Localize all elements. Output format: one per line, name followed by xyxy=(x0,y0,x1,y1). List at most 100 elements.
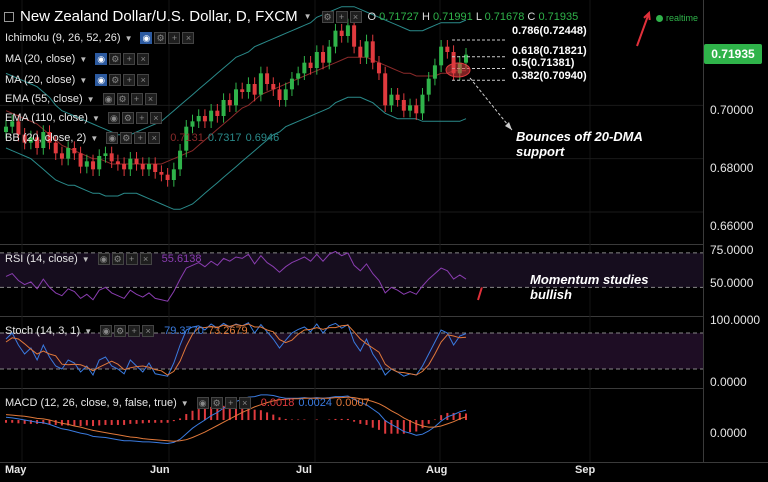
candle-body xyxy=(246,84,251,92)
chevron-down-icon[interactable]: ▼ xyxy=(303,12,312,21)
ohlc-high-value: 0.71991 xyxy=(432,10,473,23)
rsi-line xyxy=(5,250,467,302)
visibility-icon[interactable]: ◉ xyxy=(102,93,115,105)
fib-label-0382: 0.382(0.70940) xyxy=(512,70,587,82)
add-icon[interactable]: + xyxy=(130,93,143,105)
bb-upper-value: 0.7317 xyxy=(207,132,242,144)
indicator-ema-55[interactable]: EMA (55, close) ▼ ◉ ⚙ + × xyxy=(5,92,157,106)
candle-body xyxy=(122,164,127,170)
visibility-icon[interactable]: ◉ xyxy=(95,53,108,65)
add-icon[interactable]: + xyxy=(123,74,136,86)
visibility-icon[interactable]: ◉ xyxy=(107,112,120,124)
settings-icon[interactable]: ⚙ xyxy=(111,253,124,265)
bounce-annotation: Bounces off 20-DMA support xyxy=(516,129,643,159)
stoch-tick: 0.0000 xyxy=(710,375,747,389)
add-icon[interactable]: + xyxy=(224,397,237,409)
chevron-down-icon[interactable]: ▼ xyxy=(86,94,95,104)
settings-icon[interactable]: ⚙ xyxy=(109,53,122,65)
price-tick: 0.70000 xyxy=(710,103,754,117)
settings-icon[interactable]: ⚙ xyxy=(116,93,129,105)
candle-body xyxy=(383,73,388,106)
indicator-rsi[interactable]: RSI (14, close) ▼ ◉ ⚙ + × 55.6138 xyxy=(5,252,201,266)
indicator-bb[interactable]: BB (20, close, 2) ▼ ◉ ⚙ + × 0.7131 0.7317 0… xyxy=(5,131,279,145)
visibility-icon[interactable]: ◉ xyxy=(95,74,108,86)
add-icon[interactable]: + xyxy=(335,10,348,23)
candle-body xyxy=(283,89,288,100)
close-icon[interactable]: × xyxy=(349,10,362,23)
candle-body xyxy=(53,142,58,154)
indicator-ema-110[interactable]: EMA (110, close) ▼ ◉ ⚙ + × xyxy=(5,111,162,125)
macd-hist-value: 0.0018 xyxy=(260,397,295,409)
candle-body xyxy=(134,158,139,164)
settings-icon[interactable]: ⚙ xyxy=(120,132,133,144)
trend-arrow-head xyxy=(643,10,651,21)
indicator-ma-2[interactable]: MA (20, close) ▼ ◉ ⚙ + × xyxy=(5,73,150,87)
settings-icon[interactable]: ⚙ xyxy=(154,32,167,44)
close-icon[interactable]: × xyxy=(238,397,251,409)
close-icon[interactable]: × xyxy=(139,253,152,265)
candle-body xyxy=(153,164,158,172)
rsi-tick: 75.0000 xyxy=(710,243,754,257)
candle-body xyxy=(389,94,394,106)
rsi-tick: 50.0000 xyxy=(710,276,754,290)
chevron-down-icon[interactable]: ▼ xyxy=(91,113,100,123)
panel-separator xyxy=(0,462,768,463)
chevron-down-icon[interactable]: ▼ xyxy=(81,254,90,264)
indicator-ma-1[interactable]: MA (20, close) ▼ ◉ ⚙ + × xyxy=(5,52,150,66)
macd-line-value: 0.0024 xyxy=(298,397,333,409)
candle-body xyxy=(140,164,145,170)
settings-icon[interactable]: ⚙ xyxy=(114,325,127,337)
indicator-ichimoku[interactable]: Ichimoku (9, 26, 52, 26) ▼ ◉ ⚙ + × xyxy=(5,31,195,45)
candle-body xyxy=(464,54,468,63)
candle-body xyxy=(327,46,332,63)
close-icon[interactable]: × xyxy=(148,132,161,144)
candle-body xyxy=(314,52,319,68)
add-icon[interactable]: + xyxy=(134,132,147,144)
panel-separator xyxy=(0,316,703,317)
chevron-down-icon[interactable]: ▼ xyxy=(124,33,133,43)
bounce-highlight xyxy=(445,62,471,78)
chevron-down-icon[interactable]: ▼ xyxy=(180,398,189,408)
chevron-down-icon[interactable]: ▼ xyxy=(90,133,99,143)
add-icon[interactable]: + xyxy=(135,112,148,124)
add-icon[interactable]: + xyxy=(125,253,138,265)
chevron-down-icon[interactable]: ▼ xyxy=(79,54,88,64)
visibility-icon[interactable]: ◉ xyxy=(140,32,153,44)
indicator-macd[interactable]: MACD (12, 26, close, 9, false, true) ▼ ◉… xyxy=(5,396,370,410)
macd-signal-line xyxy=(5,396,467,442)
price-tick: 0.68000 xyxy=(710,161,754,175)
candle-body xyxy=(414,105,419,114)
settings-icon[interactable]: ⚙ xyxy=(109,74,122,86)
close-icon[interactable]: × xyxy=(142,325,155,337)
settings-icon[interactable]: ⚙ xyxy=(210,397,223,409)
candle-body xyxy=(47,132,52,143)
close-icon[interactable]: × xyxy=(144,93,157,105)
chevron-down-icon[interactable]: ▼ xyxy=(79,75,88,85)
chevron-down-icon[interactable]: ▼ xyxy=(84,326,93,336)
candle-body xyxy=(190,121,195,127)
indicator-stoch[interactable]: Stoch (14, 3, 1) ▼ ◉ ⚙ + × 79.3770 73.2679 xyxy=(5,324,248,338)
visibility-icon[interactable]: ◉ xyxy=(97,253,110,265)
candle-body xyxy=(426,78,431,95)
candle-body xyxy=(227,100,232,106)
candle-body xyxy=(4,126,8,132)
visibility-icon[interactable]: ◉ xyxy=(196,397,209,409)
close-icon[interactable]: × xyxy=(182,32,195,44)
add-icon[interactable]: + xyxy=(168,32,181,44)
visibility-icon[interactable]: ◉ xyxy=(100,325,113,337)
visibility-icon[interactable]: ◉ xyxy=(106,132,119,144)
symbol-title[interactable]: New Zealand Dollar/U.S. Dollar, D, FXCM xyxy=(20,8,298,25)
candle-body xyxy=(451,52,456,74)
candle-body xyxy=(209,110,214,122)
close-icon[interactable]: × xyxy=(149,112,162,124)
settings-icon[interactable]: ⚙ xyxy=(121,112,134,124)
collapse-icon[interactable] xyxy=(4,11,14,22)
settings-icon[interactable]: ⚙ xyxy=(321,10,334,23)
close-icon[interactable]: × xyxy=(137,74,150,86)
annotation-pointer xyxy=(469,77,513,131)
add-icon[interactable]: + xyxy=(123,53,136,65)
close-icon[interactable]: × xyxy=(137,53,150,65)
candle-body xyxy=(364,41,369,58)
add-icon[interactable]: + xyxy=(128,325,141,337)
